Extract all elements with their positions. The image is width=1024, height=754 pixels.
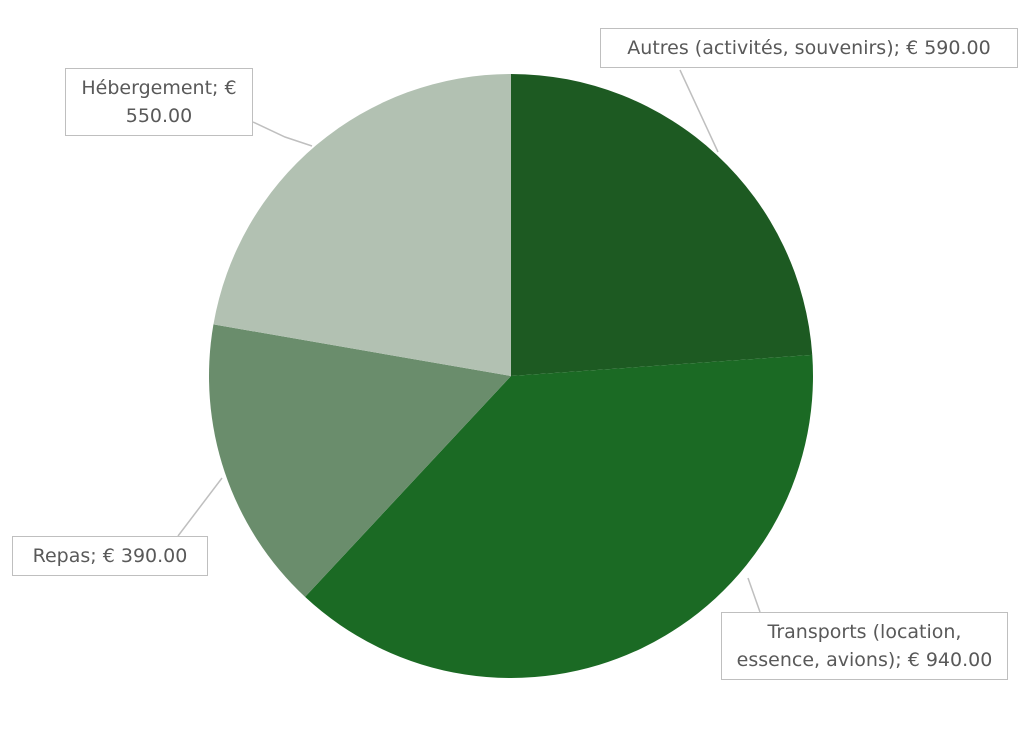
label-separator: ; [90, 545, 97, 567]
data-label: Hébergement; € 550.00 [65, 68, 253, 136]
pie-slice [511, 74, 813, 376]
pie-slice [209, 324, 511, 597]
label-value: € 550.00 [125, 77, 237, 127]
leader-line [747, 577, 761, 613]
label-value: € 390.00 [102, 545, 188, 567]
leader-line [252, 121, 313, 147]
label-value: € 590.00 [906, 37, 991, 59]
data-label: Autres (activités, souvenirs); € 590.00 [600, 28, 1018, 68]
data-label: Repas; € 390.00 [12, 536, 208, 576]
label-category: Autres (activités, souvenirs) [627, 37, 894, 59]
label-separator: ; [212, 77, 219, 99]
label-category: Transports (location, essence, avions) [736, 621, 962, 671]
label-value: € 940.00 [907, 649, 993, 671]
label-category: Hébergement [81, 77, 213, 99]
label-category: Repas [32, 545, 91, 567]
label-separator: ; [895, 649, 902, 671]
label-separator: ; [893, 37, 901, 59]
pie-slice [305, 354, 813, 678]
pie-slice [213, 74, 511, 376]
data-label: Transports (location, essence, avions); … [721, 612, 1008, 680]
leader-line [679, 69, 719, 153]
leader-line [177, 477, 223, 537]
